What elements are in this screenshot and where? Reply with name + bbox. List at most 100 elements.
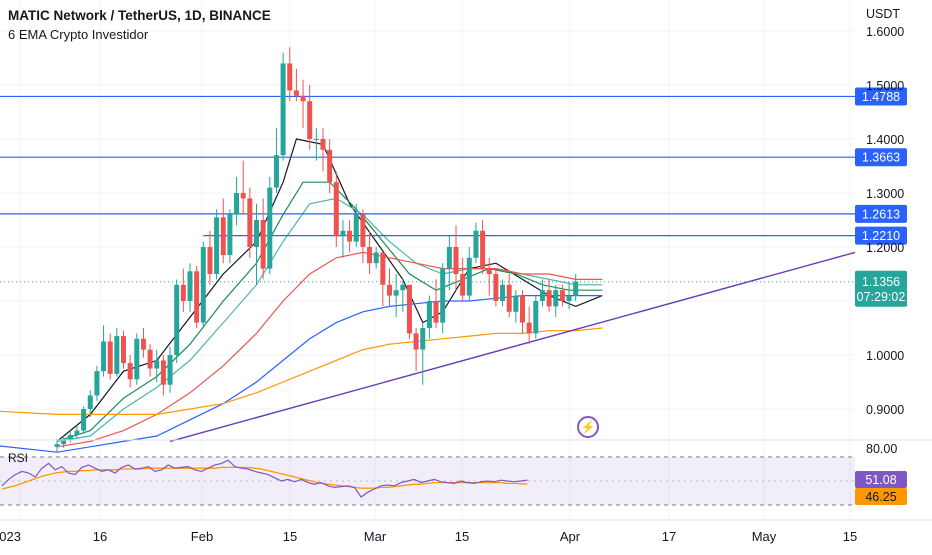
candle-body [74,430,80,435]
candle-body [187,271,193,301]
price-axis-tick: 1.5000 [866,79,904,93]
indicator-name[interactable]: 6 EMA Crypto Investidor [8,27,149,42]
candle-body [61,440,67,445]
level-price-tag [855,226,907,245]
candle-body [273,155,279,188]
rsi-value-label: 51.08 [865,473,896,487]
level-price-tag [855,87,907,106]
candle-body [559,290,565,301]
candle-body [107,341,113,374]
candle-body [121,336,126,364]
candle-body [513,295,519,312]
time-axis-tick: 15 [455,529,469,544]
candle-body [174,284,180,355]
candle-body [506,284,512,312]
candle-body [333,182,339,237]
time-axis-tick: 16 [93,529,107,544]
candle-body [433,301,439,323]
price-axis-tick: 1.0000 [866,349,904,363]
candle-body [406,284,412,334]
candle-body [194,271,200,323]
candle-body [367,247,373,264]
candle-body [387,284,392,296]
candle-body [54,444,60,447]
flash-icon[interactable]: ⚡ [577,416,599,438]
candle-body [446,247,452,269]
level-price-tag [855,204,907,223]
candle-body [360,214,366,247]
time-axis-tick: Apr [560,529,581,544]
candle-body [260,220,266,269]
price-axis-tick: 1.4000 [866,133,904,147]
rsi-line [1,459,528,498]
candle-body [546,290,552,307]
rsi-ma-value-label: 46.25 [865,490,896,504]
candle-body [180,284,186,301]
candle-body [220,217,226,256]
candle-body [214,217,220,274]
candle-body [473,230,479,258]
candle-body [573,281,579,296]
price-axis-tick: 0.9000 [866,403,904,417]
candle-body [134,338,140,380]
candle-body [234,193,240,215]
price-unit-label: USDT [866,7,901,21]
candle-body [240,193,246,199]
candle-body [413,333,419,350]
candle-body [101,341,107,372]
candle-body [373,252,379,264]
candle-body [140,338,146,350]
candle-body [280,63,286,156]
candle-body [313,139,319,140]
price-axis-tick: 1.2000 [866,241,904,255]
candle-body [460,274,466,296]
candle-body [466,257,472,296]
candle-body [94,371,100,396]
candle-body [539,290,545,301]
candle-body [526,322,532,334]
symbol-title[interactable]: MATIC Network / TetherUS, 1D, BINANCE [8,8,271,23]
level-price-label: 1.2613 [862,207,900,221]
candle-body [114,336,120,374]
candle-body [353,214,359,242]
candle-body [160,360,166,385]
candle-body [393,290,399,296]
candle-body [453,247,459,274]
rsi-ma-line [1,466,528,490]
candle-body [207,247,213,274]
time-axis-tick: May [752,529,777,544]
candle-body [533,301,539,334]
candle-body [267,187,273,269]
candle-body [127,363,133,380]
candle-body [420,328,426,350]
level-price-label: 1.4788 [862,90,900,104]
candle-body [87,395,93,409]
candle-body [493,274,499,301]
ascending-trendline [169,251,856,443]
candle-body [400,284,406,291]
candle-body [167,355,173,385]
rsi-pane-label: RSI [8,451,29,465]
candle-body [347,230,353,242]
level-price-tag [855,148,907,167]
candle-body [200,247,206,323]
candle-body [67,434,73,441]
candle-body [520,295,525,323]
ema-line [0,327,603,415]
ema-line [56,251,603,448]
time-axis-tick: 2023 [0,529,21,544]
level-price-label: 1.2210 [862,229,900,243]
candle-body [566,295,572,301]
candle-body [327,149,333,183]
candle-body [227,214,233,256]
current-price-label: 1.1356 [862,275,900,289]
time-axis-tick: Mar [364,529,387,544]
rsi-axis-tick: 80.00 [866,442,897,456]
candle-body [254,220,259,247]
candle-body [380,252,386,285]
candle-body [553,290,559,307]
candle-body [426,301,432,328]
countdown-label: 07:29:02 [857,290,906,304]
